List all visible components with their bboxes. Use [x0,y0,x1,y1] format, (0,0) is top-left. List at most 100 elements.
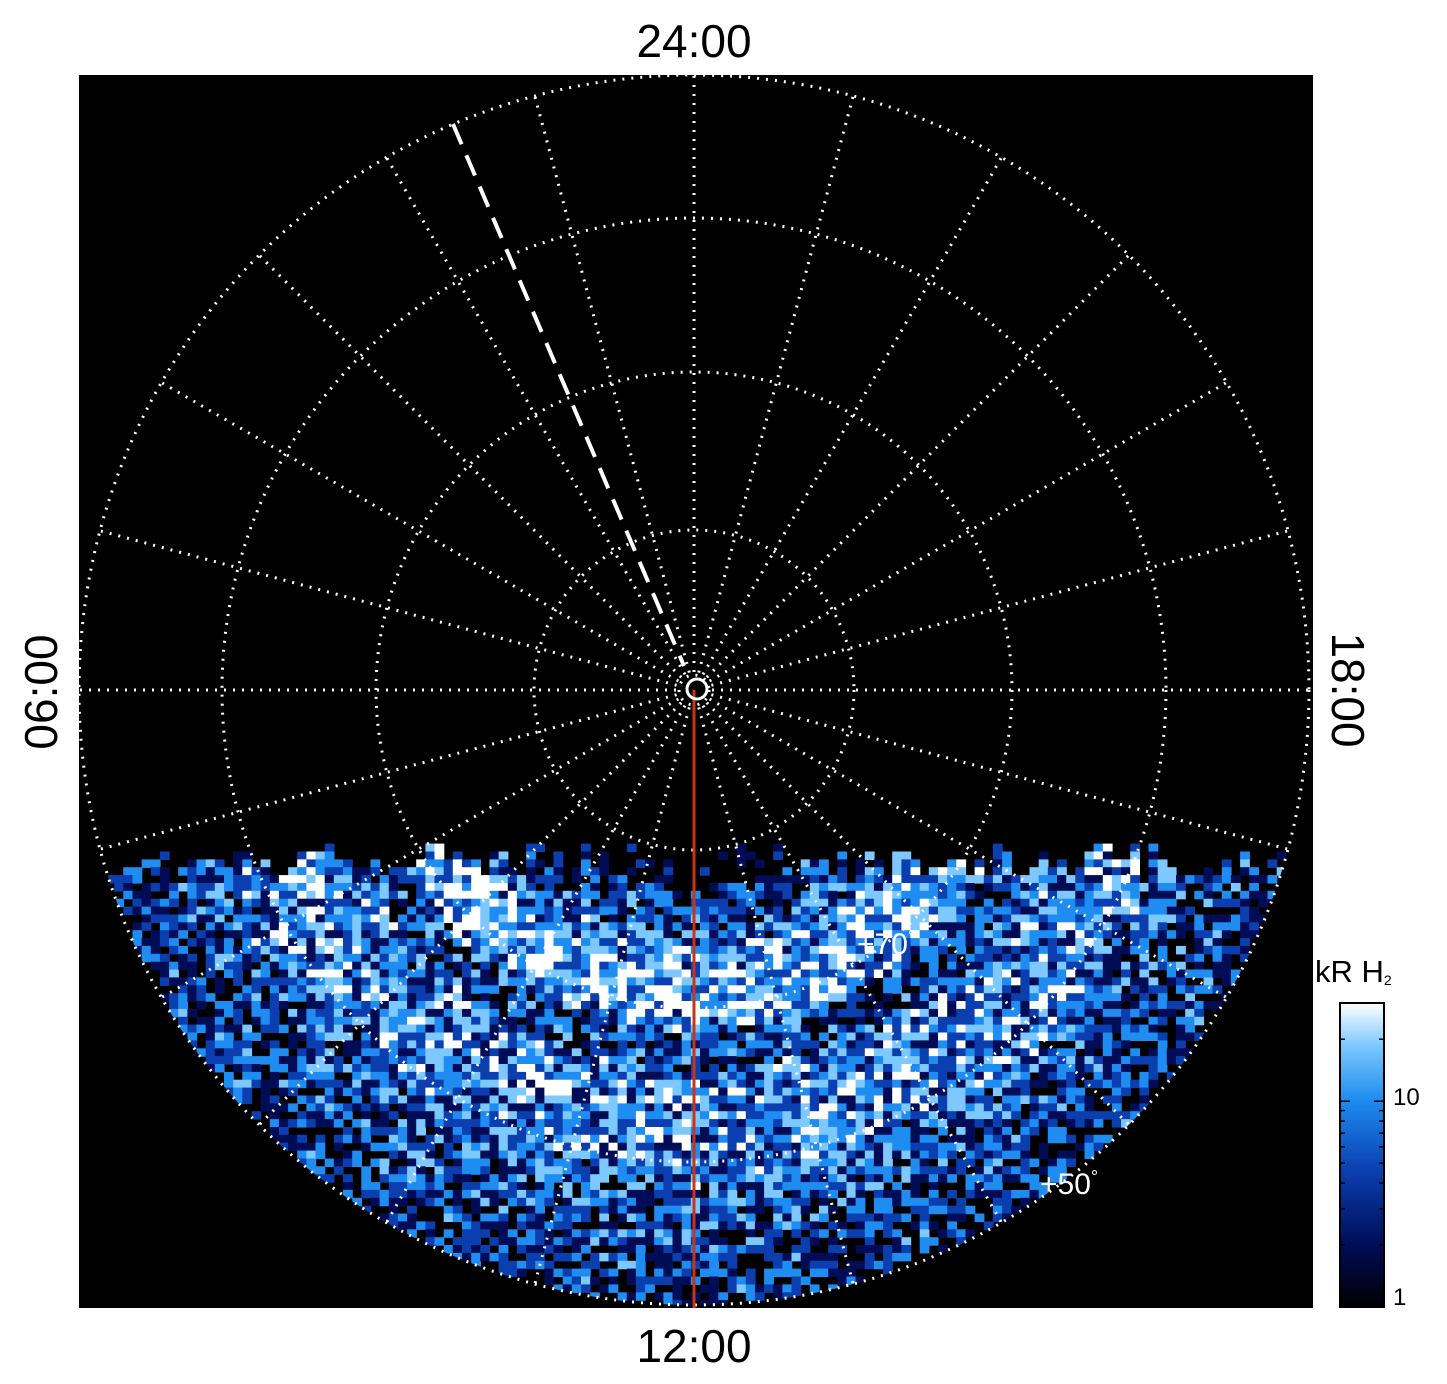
emission-cell [791,1150,802,1160]
emission-cell [516,1048,527,1057]
emission-cell [736,1119,747,1128]
emission-cell [1066,938,1076,947]
emission-cell [819,1127,829,1136]
emission-cell [123,867,134,876]
emission-cell [452,1024,463,1034]
emission-cell [1166,961,1177,971]
emission-cell [873,1056,884,1065]
emission-cell [663,1048,674,1057]
emission-cell [1221,945,1232,955]
emission-cell [654,1213,664,1222]
emission-cell [526,883,536,892]
emission-cell [1029,1064,1040,1073]
emission-cell [681,1087,692,1097]
emission-cell [956,1158,967,1167]
emission-cell [791,914,802,923]
emission-cell [617,1119,628,1128]
emission-cell [480,930,491,939]
emission-cell [260,945,271,955]
emission-cell [379,1016,390,1026]
emission-cell [544,993,555,1002]
emission-cell [269,1001,280,1010]
emission-cell [709,1008,719,1018]
emission-cell [169,898,179,908]
emission-cell [773,1166,783,1175]
emission-cell [645,993,655,1002]
emission-cell [965,1134,976,1144]
emission-cell [709,1166,719,1175]
emission-cell [297,867,307,876]
emission-cell [992,1205,1003,1215]
emission-cell [1057,1079,1067,1089]
emission-cell [635,1197,646,1207]
emission-cell [590,1142,600,1152]
emission-cell [663,898,674,908]
emission-cell [690,1056,701,1065]
emission-cell [269,1040,280,1049]
emission-cell [910,1103,921,1112]
emission-cell [1057,1001,1067,1010]
emission-cell [187,938,198,947]
emission-cell [1057,1111,1067,1120]
emission-cell [617,1016,628,1026]
emission-cell [672,1119,683,1128]
emission-cell [1084,945,1095,955]
emission-cell [828,1016,838,1026]
emission-cell [754,1166,765,1175]
emission-cell [407,1087,417,1097]
emission-cell [324,1095,335,1104]
emission-cell [837,938,848,947]
emission-cell [562,1150,573,1160]
emission-cell [599,1284,610,1293]
emission-cell [1102,993,1113,1002]
emission-cell [178,914,188,923]
emission-cell [416,985,426,994]
emission-cell [846,1056,857,1065]
emission-cell [1020,1008,1031,1018]
emission-cell [663,1237,674,1246]
emission-cell [553,906,564,916]
emission-cell [1102,1016,1113,1026]
emission-cell [489,945,500,955]
emission-cell [1176,1016,1186,1026]
emission-cell [178,977,188,986]
emission-cell [590,1166,600,1175]
emission-cell [416,914,426,923]
emission-cell [828,1158,838,1167]
emission-cell [727,1276,738,1285]
emission-cell [498,875,509,884]
emission-cell [562,930,573,939]
emission-cell [352,1197,362,1207]
emission-cell [1075,1008,1086,1018]
emission-cell [260,977,271,986]
emission-cell [516,1001,527,1010]
emission-cell [764,1276,774,1285]
emission-cell [617,1087,628,1097]
emission-cell [809,922,820,931]
emission-cell [315,883,326,892]
emission-cell [983,1119,994,1128]
emission-cell [1221,930,1232,939]
emission-cell [443,953,454,963]
emission-cell [754,1237,765,1246]
emission-cell [553,898,564,908]
emission-cell [654,914,664,923]
emission-cell [535,930,545,939]
emission-cell [251,1064,262,1073]
emission-cell [278,961,289,971]
emission-cell [809,945,820,955]
emission-cell [745,969,756,978]
emission-cell [992,1024,1003,1034]
emission-cell [242,875,253,884]
emission-cell [333,930,344,939]
emission-cell [1029,1024,1040,1034]
emission-cell [617,1174,628,1183]
emission-cell [873,1064,884,1073]
emission-cell [654,1048,664,1057]
emission-cell [828,875,838,884]
emission-cell [205,890,216,900]
emission-cell [1075,922,1086,931]
emission-cell [214,1040,225,1049]
emission-cell [1020,1032,1031,1041]
emission-cell [1111,953,1122,963]
